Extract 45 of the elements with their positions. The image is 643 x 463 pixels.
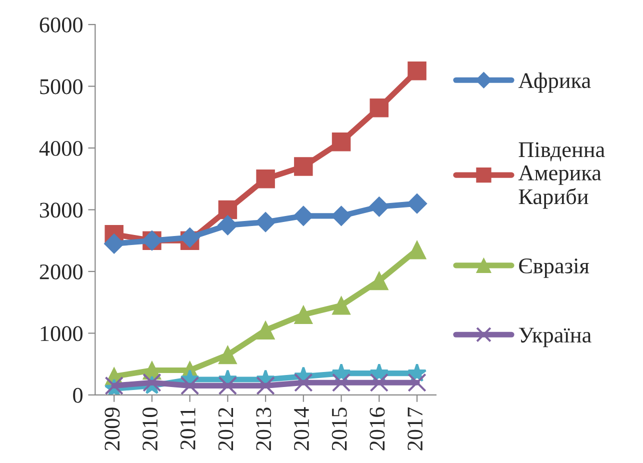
- x-tick-label: 2017: [408, 407, 423, 450]
- point: [332, 296, 351, 315]
- legend-label: Україна: [518, 328, 592, 348]
- legend-label: Євразія: [519, 258, 590, 278]
- legend-label: Африка: [518, 72, 591, 93]
- point: [406, 193, 428, 214]
- point: [294, 373, 313, 392]
- point: [332, 373, 351, 392]
- x-tick-label: 2009: [104, 408, 120, 450]
- point: [294, 305, 313, 324]
- point: [256, 169, 275, 188]
- point: [408, 61, 426, 80]
- point: [294, 157, 313, 176]
- y-tick-label: 1000: [40, 326, 83, 342]
- point: [104, 234, 124, 254]
- x-tick-label: 2011: [180, 408, 196, 450]
- legend-label: Південна Америка Кариби: [518, 142, 605, 209]
- x-tick-label: 2013: [256, 408, 272, 450]
- point: [408, 373, 426, 392]
- y-tick-label: 4000: [39, 140, 83, 156]
- point: [256, 376, 275, 395]
- x-tick-label: 2010: [142, 408, 158, 450]
- x-tick-label: 2014: [294, 407, 309, 450]
- point: [368, 196, 390, 217]
- y-tick-label: 6000: [40, 17, 83, 32]
- point: [256, 320, 275, 340]
- point: [218, 376, 238, 395]
- point: [218, 200, 238, 220]
- point: [218, 345, 238, 364]
- point: [332, 132, 351, 152]
- point: [408, 240, 426, 260]
- point: [370, 98, 389, 118]
- point: [370, 271, 389, 290]
- point: [180, 376, 200, 395]
- y-tick-label: 5000: [40, 79, 83, 94]
- y-tick-label: 0: [73, 388, 83, 403]
- x-tick-label: 2015: [332, 408, 347, 450]
- y-tick-label: 2000: [40, 264, 83, 280]
- x-tick-label: 2016: [370, 407, 385, 450]
- x-tick-label: 2012: [218, 408, 234, 450]
- y-tick-label: 3000: [40, 202, 83, 218]
- point: [370, 373, 389, 392]
- point: [218, 215, 238, 236]
- point: [255, 212, 276, 232]
- point: [180, 227, 200, 248]
